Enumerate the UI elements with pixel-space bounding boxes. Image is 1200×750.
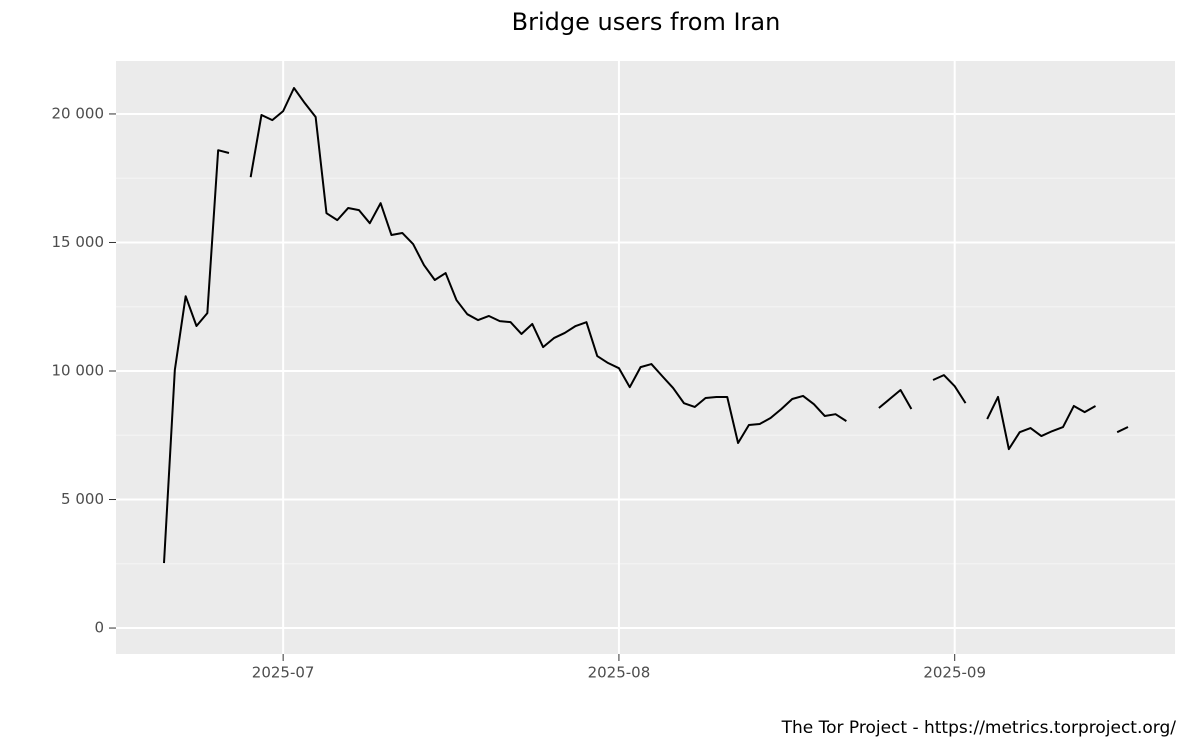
x-tick-label: 2025-09 [923, 664, 986, 682]
y-tick-label: 0 [94, 619, 104, 637]
x-tick-label: 2025-08 [588, 664, 651, 682]
chart-title: Bridge users from Iran [512, 8, 781, 36]
plot-panel [116, 61, 1175, 654]
y-tick-label: 20 000 [52, 104, 105, 122]
caption: The Tor Project - https://metrics.torpro… [781, 718, 1177, 738]
y-tick-label: 5 000 [61, 490, 104, 508]
y-tick-label: 15 000 [52, 233, 105, 251]
x-tick-label: 2025-07 [252, 664, 315, 682]
y-tick-label: 10 000 [52, 361, 105, 379]
data-line [163, 86, 1129, 564]
